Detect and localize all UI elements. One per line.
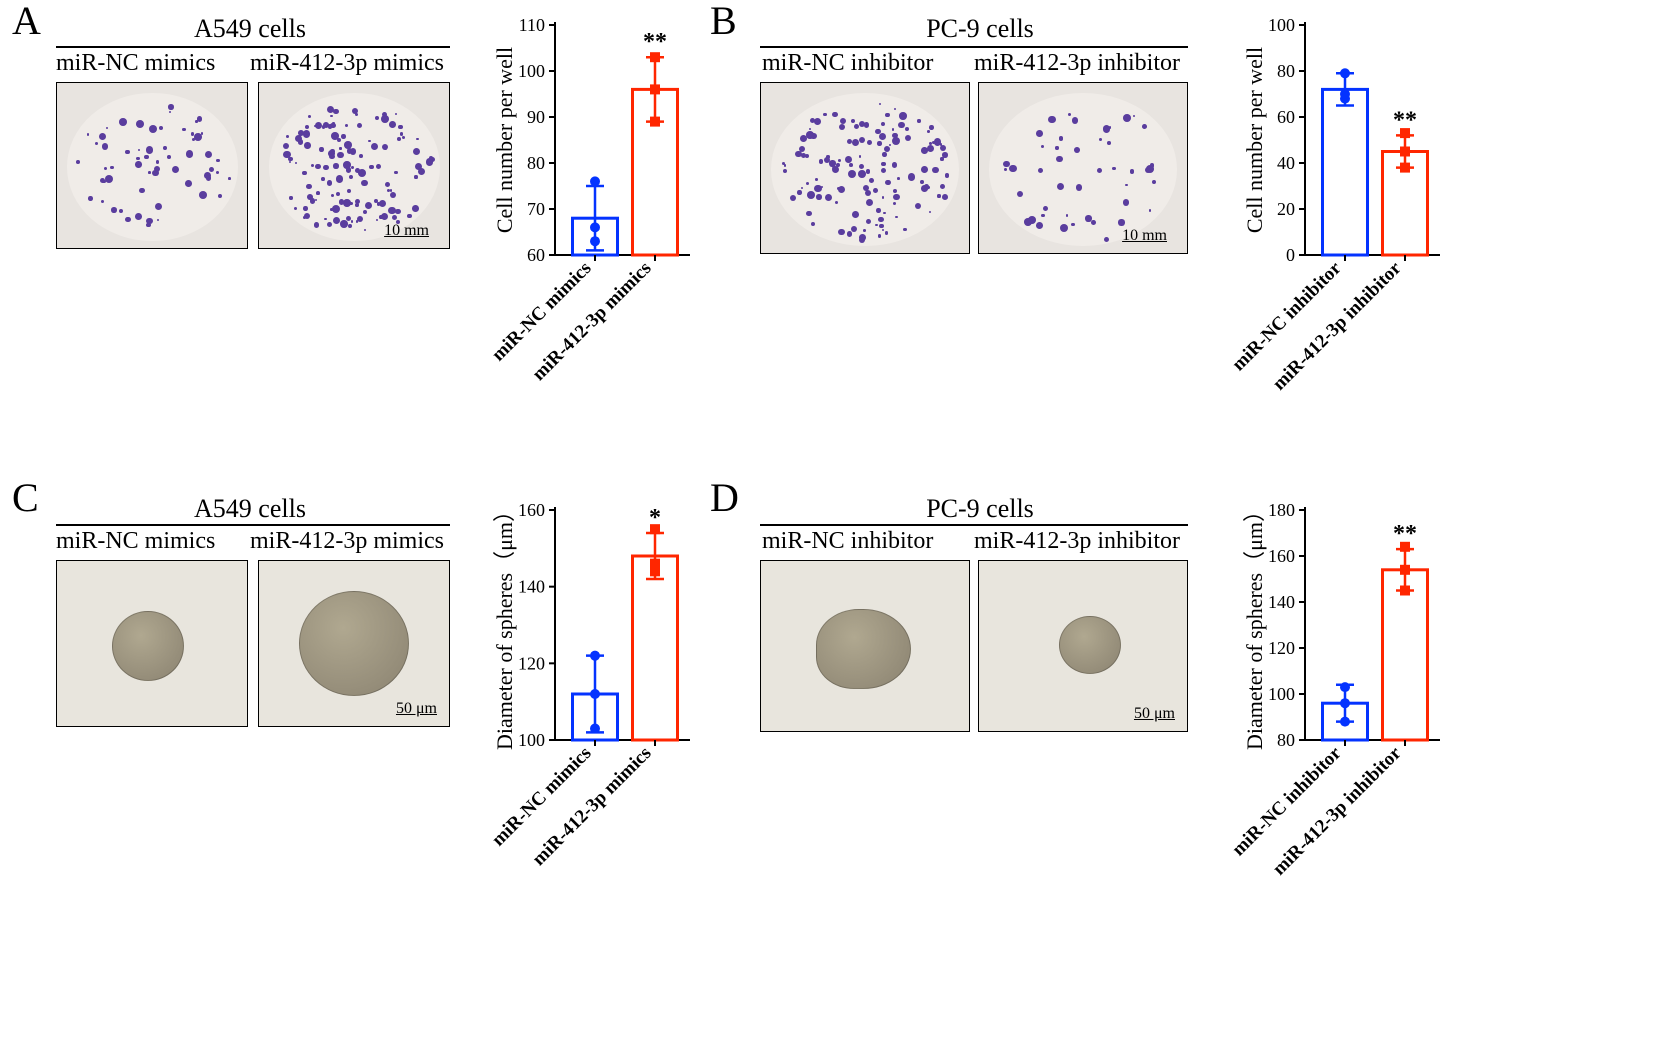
svg-text:Diameter of spheres（μm）: Diameter of spheres（μm） bbox=[1242, 500, 1267, 750]
panel-d-underline bbox=[760, 524, 1188, 526]
svg-text:160: 160 bbox=[518, 500, 545, 520]
svg-text:**: ** bbox=[643, 29, 667, 55]
panel-c-chart: 100120140160Diameter of spheres（μm）miR-N… bbox=[500, 490, 720, 920]
svg-text:100: 100 bbox=[1268, 684, 1295, 704]
panel-a-cond2: miR-412-3p mimics bbox=[250, 50, 444, 77]
svg-text:Cell number per well: Cell number per well bbox=[492, 47, 517, 233]
svg-text:90: 90 bbox=[527, 107, 545, 127]
svg-text:0: 0 bbox=[1286, 245, 1295, 265]
panel-d-img2: 50 μm bbox=[978, 560, 1188, 732]
svg-text:miR-NC mimics: miR-NC mimics bbox=[488, 258, 596, 366]
panel-b-chart: 020406080100Cell number per wellmiR-NC i… bbox=[1250, 5, 1470, 435]
panel-d-cond1: miR-NC inhibitor bbox=[762, 528, 933, 555]
svg-text:Cell number per well: Cell number per well bbox=[1242, 47, 1267, 233]
svg-text:miR-412-3p mimics: miR-412-3p mimics bbox=[528, 743, 655, 870]
panel-b-img1 bbox=[760, 82, 970, 254]
panel-letter-d: D bbox=[710, 474, 739, 521]
svg-text:70: 70 bbox=[527, 199, 545, 219]
svg-text:**: ** bbox=[1393, 521, 1417, 547]
svg-text:80: 80 bbox=[1277, 61, 1295, 81]
panel-d-cond2: miR-412-3p inhibitor bbox=[974, 528, 1180, 555]
svg-text:20: 20 bbox=[1277, 199, 1295, 219]
svg-text:100: 100 bbox=[518, 61, 545, 81]
svg-text:100: 100 bbox=[518, 730, 545, 750]
panel-b-cond1: miR-NC inhibitor bbox=[762, 50, 933, 77]
panel-b-scalebar: 10 mm bbox=[1122, 227, 1167, 245]
svg-text:**: ** bbox=[1393, 107, 1417, 133]
panel-d-scalebar: 50 μm bbox=[1134, 705, 1175, 723]
svg-text:140: 140 bbox=[518, 577, 545, 597]
panel-c-img1 bbox=[56, 560, 248, 727]
svg-text:*: * bbox=[649, 505, 661, 531]
panel-c-img2: 50 μm bbox=[258, 560, 450, 727]
panel-c-title: A549 cells bbox=[120, 494, 380, 524]
panel-letter-b: B bbox=[710, 0, 737, 44]
panel-d-chart: 80100120140160180Diameter of spheres（μm）… bbox=[1250, 490, 1470, 920]
svg-text:miR-NC inhibitor: miR-NC inhibitor bbox=[1228, 742, 1346, 860]
svg-text:140: 140 bbox=[1268, 592, 1295, 612]
svg-text:160: 160 bbox=[1268, 546, 1295, 566]
svg-text:120: 120 bbox=[518, 653, 545, 673]
panel-a-title: A549 cells bbox=[120, 14, 380, 44]
panel-b-title: PC-9 cells bbox=[850, 14, 1110, 44]
panel-letter-c: C bbox=[12, 474, 39, 521]
svg-text:60: 60 bbox=[527, 245, 545, 265]
panel-a-scalebar: 10 mm bbox=[384, 222, 429, 240]
panel-a-img2: 10 mm bbox=[258, 82, 450, 249]
svg-text:80: 80 bbox=[527, 153, 545, 173]
panel-a-chart: 60708090100110Cell number per wellmiR-NC… bbox=[500, 5, 720, 435]
svg-text:miR-412-3p mimics: miR-412-3p mimics bbox=[528, 258, 655, 385]
panel-a-underline bbox=[56, 46, 450, 48]
svg-text:180: 180 bbox=[1268, 500, 1295, 520]
panel-b-img2: 10 mm bbox=[978, 82, 1188, 254]
svg-text:80: 80 bbox=[1277, 730, 1295, 750]
svg-text:40: 40 bbox=[1277, 153, 1295, 173]
panel-c-cond1: miR-NC mimics bbox=[56, 528, 215, 555]
svg-text:60: 60 bbox=[1277, 107, 1295, 127]
panel-d-img1 bbox=[760, 560, 970, 732]
panel-a-img1 bbox=[56, 82, 248, 249]
panel-a-cond1: miR-NC mimics bbox=[56, 50, 215, 77]
panel-letter-a: A bbox=[12, 0, 41, 44]
svg-text:miR-NC inhibitor: miR-NC inhibitor bbox=[1228, 257, 1346, 375]
panel-c-scalebar: 50 μm bbox=[396, 700, 437, 718]
svg-text:110: 110 bbox=[519, 15, 545, 35]
panel-c-underline bbox=[56, 524, 450, 526]
panel-b-underline bbox=[760, 46, 1188, 48]
svg-text:120: 120 bbox=[1268, 638, 1295, 658]
svg-text:Diameter of spheres（μm）: Diameter of spheres（μm） bbox=[492, 500, 517, 750]
svg-text:miR-NC mimics: miR-NC mimics bbox=[488, 743, 596, 851]
panel-c-cond2: miR-412-3p mimics bbox=[250, 528, 444, 555]
panel-b-cond2: miR-412-3p inhibitor bbox=[974, 50, 1180, 77]
svg-text:100: 100 bbox=[1268, 15, 1295, 35]
panel-d-title: PC-9 cells bbox=[850, 494, 1110, 524]
